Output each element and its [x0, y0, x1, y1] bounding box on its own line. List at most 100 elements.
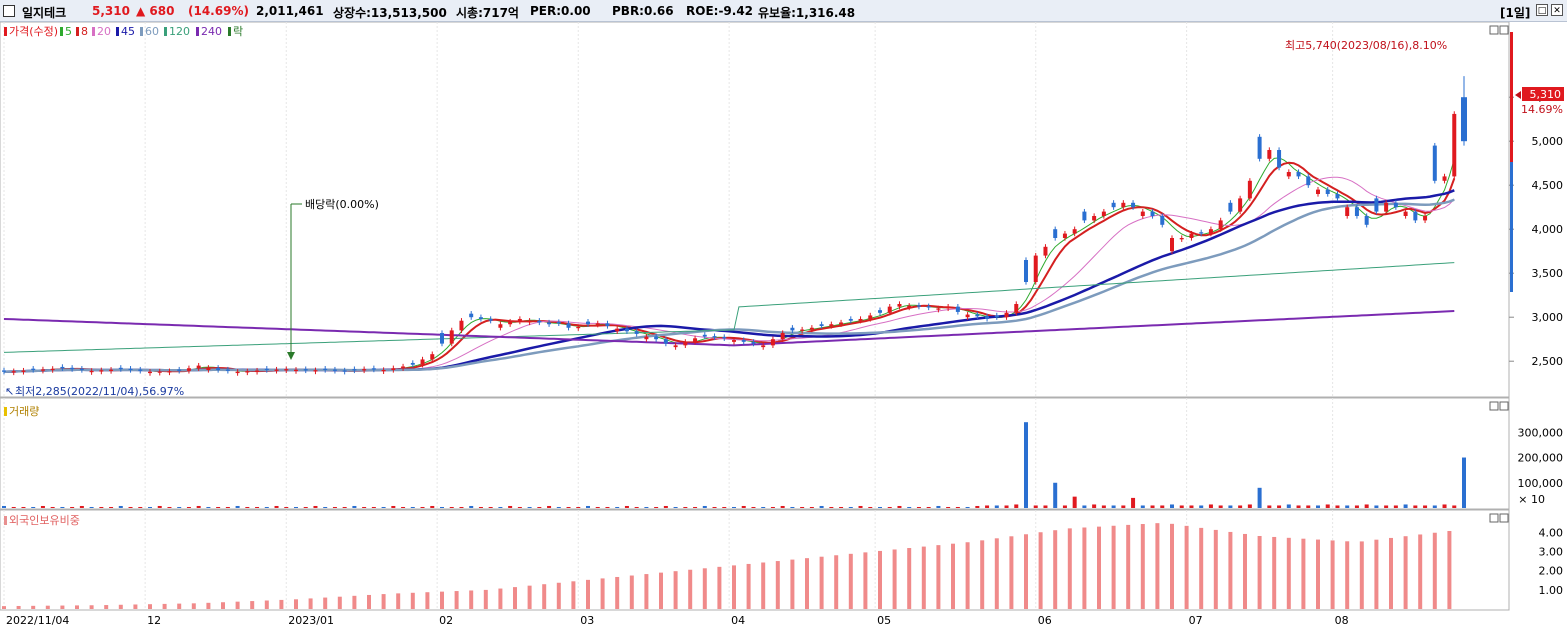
foreign-panel-close-icon[interactable] — [1499, 513, 1509, 523]
volume-bar-238 — [1160, 505, 1165, 508]
price-legend: 가격(수정) 5 8 20 45 60 120 240 락 — [4, 25, 243, 38]
candle-body-232 — [1131, 202, 1136, 208]
foreign-bar-162 — [790, 559, 795, 609]
foreign-tick-3: 4.00 — [1539, 526, 1564, 539]
foreign-bar-243 — [1184, 525, 1189, 609]
foreign-bar-195 — [951, 543, 955, 609]
volume-bar-42 — [206, 506, 211, 508]
foreign-bar-180 — [878, 550, 882, 609]
candle-body-224 — [1092, 216, 1097, 221]
foreign-bar-165 — [805, 558, 809, 609]
title-bar: 일지테크 5,310 ▲ 680 (14.69%) 2,011,461 상장수:… — [0, 0, 1567, 22]
candle-body-90 — [440, 333, 444, 344]
candle-body-92 — [449, 330, 454, 344]
candle-body-206 — [1004, 312, 1009, 318]
volume-bar-168 — [819, 505, 824, 508]
volume-bar-216 — [1053, 482, 1058, 508]
foreign-bar-186 — [907, 548, 912, 609]
candle-body-204 — [994, 315, 999, 318]
volume-bar-0 — [2, 505, 6, 508]
candle-body-114 — [556, 322, 561, 324]
foreign-bar-261 — [1272, 536, 1277, 609]
stock-chart[interactable]: 2,5003,0003,5004,0004,5005,0005,500100,0… — [0, 22, 1567, 630]
volume-bar-92 — [449, 506, 454, 508]
volume-bar-142 — [693, 506, 698, 508]
foreign-bar-240 — [1170, 523, 1174, 609]
candle-body-218 — [1062, 233, 1067, 238]
foreign-bar-138 — [673, 571, 678, 609]
foreign-panel-minimize-icon[interactable] — [1489, 513, 1499, 523]
volume-bar-288 — [1403, 504, 1408, 508]
legend-marker-0 — [4, 27, 7, 36]
volume-bar-86 — [420, 506, 425, 508]
volume-bar-54 — [264, 506, 269, 508]
volume-unit-label: × 10 — [1518, 493, 1545, 506]
x-tick-6: 05 — [877, 614, 891, 627]
candle-body-172 — [839, 322, 844, 325]
volume-bar-194 — [946, 506, 951, 508]
legend-marker-4 — [116, 27, 119, 36]
retention-ratio: 유보율:1,316.48 — [758, 6, 856, 20]
volume-bar-192 — [936, 505, 941, 508]
volume-bar-262 — [1277, 505, 1282, 508]
candle-body-210 — [1024, 260, 1028, 282]
candle-body-192 — [936, 308, 941, 310]
volume-bar-218 — [1062, 505, 1067, 508]
volume-bar-206 — [1004, 505, 1009, 508]
candle-body-276 — [1345, 207, 1350, 216]
legend-marker-2 — [76, 27, 79, 36]
volume-panel-close-icon[interactable] — [1499, 401, 1509, 411]
volume-bar-244 — [1189, 505, 1194, 508]
volume-tick-2: 300,000 — [1518, 426, 1564, 439]
volume-bar-170 — [829, 506, 834, 508]
ma240-line — [3, 310, 1455, 347]
volume-bar-30 — [148, 506, 152, 508]
candle-body-14 — [70, 367, 75, 370]
price-change-pct: (14.69%) — [188, 4, 249, 18]
volume-bar-82 — [401, 506, 406, 508]
x-tick-7: 06 — [1038, 614, 1052, 627]
foreign-bar-225 — [1097, 526, 1101, 609]
period-selector[interactable]: [1일] — [1500, 6, 1531, 20]
candle-body-152 — [741, 340, 746, 342]
candle-body-176 — [858, 318, 863, 321]
panel-minimize-icon[interactable] — [1489, 25, 1499, 35]
candle-body-166 — [809, 327, 814, 330]
legend-item-0: 가격(수정) — [9, 25, 58, 38]
volume-bar-104 — [508, 505, 513, 508]
candle-body-98 — [478, 317, 483, 319]
foreign-bar-108 — [527, 585, 532, 609]
candle-body-32 — [157, 371, 162, 373]
volume-bar-126 — [615, 506, 620, 508]
foreign-bar-24 — [118, 604, 123, 609]
foreign-bar-156 — [761, 562, 766, 609]
candle-body-28 — [138, 369, 143, 371]
foreign-bar-48 — [235, 601, 240, 609]
select-checkbox[interactable] — [3, 5, 15, 17]
volume-value: 2,011,461 — [256, 4, 324, 18]
volume-bar-198 — [965, 506, 970, 508]
low-annotation: 최저2,285(2022/11/04),56.97% — [15, 385, 184, 398]
maximize-icon[interactable]: □ — [1536, 4, 1548, 16]
price-tick-4: 4,500 — [1532, 179, 1564, 192]
foreign-bar-9 — [45, 605, 50, 609]
candle-body-142 — [693, 338, 698, 342]
volume-bar-76 — [371, 506, 376, 508]
candle-body-58 — [284, 369, 289, 371]
candle-body-284 — [1384, 202, 1389, 212]
volume-bar-190 — [926, 506, 931, 508]
foreign-bar-285 — [1389, 537, 1393, 609]
volume-bar-18 — [89, 506, 94, 508]
candle-body-296 — [1442, 176, 1447, 181]
volume-bar-56 — [274, 505, 279, 508]
foreign-tick-2: 3.00 — [1539, 546, 1564, 559]
foreign-bar-222 — [1082, 527, 1087, 609]
panel-close-icon[interactable] — [1499, 25, 1509, 35]
volume-panel-minimize-icon[interactable] — [1489, 401, 1499, 411]
volume-bar-234 — [1140, 505, 1145, 508]
candle-body-216 — [1053, 229, 1058, 238]
foreign-bar-0 — [2, 606, 6, 609]
foreign-bar-6 — [31, 605, 36, 609]
close-icon[interactable]: ✕ — [1551, 4, 1563, 16]
candle-body-86 — [420, 359, 425, 365]
